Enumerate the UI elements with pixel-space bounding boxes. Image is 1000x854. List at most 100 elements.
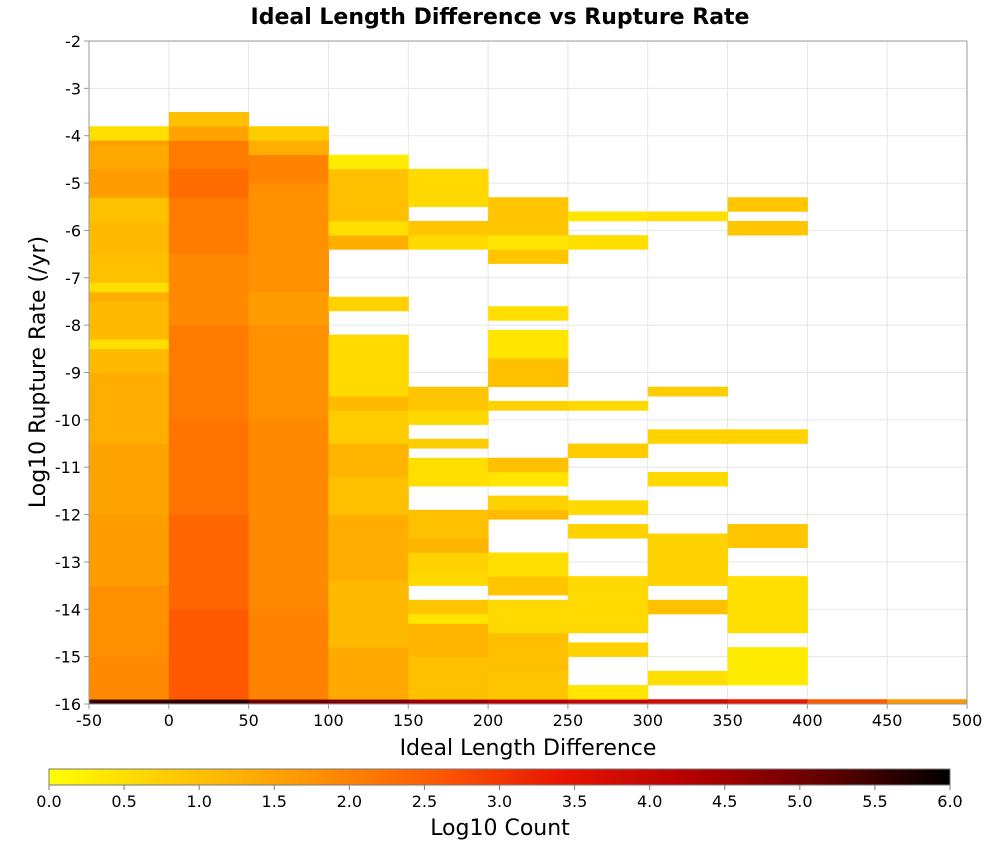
colorbar-tick-label: 2.5 [412,792,437,811]
heatmap-cell [567,576,649,634]
heatmap-cell [89,656,170,700]
heatmap-cell [168,168,250,198]
y-tick-label: -15 [55,648,81,667]
x-tick-label: -50 [76,711,102,730]
x-axis-ticks: -50 0 50 100 150 200 250 300 350 400 450 500 [76,704,982,730]
heatmap-cell [328,514,409,582]
heatmap-cell [248,126,329,141]
heatmap-cell [567,642,649,657]
heatmap-cell [89,140,170,146]
heatmap-cell [567,524,649,539]
heatmap-cell [89,291,170,302]
colorbar-tick-label: 4.0 [637,792,662,811]
heatmap-cell [89,301,170,340]
y-tick-label: -4 [65,127,81,146]
heatmap-cell [408,699,489,705]
heatmap-cell [248,325,329,421]
heatmap-cell [488,358,569,388]
heatmap-cell [89,699,170,705]
heatmap-cell [408,410,489,425]
y-axis-ticks: -2 -3 -4 -5 -6 -7 -8 -9 -10 -11 -12 -13 -14 -15 -16 [55,32,89,714]
heatmap-cell [328,443,409,477]
heatmap-cell [567,235,649,250]
heatmap-cell [488,235,569,250]
heatmap-cell [408,552,489,572]
heatmap-cell [408,571,489,586]
heatmap-cell [408,457,489,487]
heatmap-cell [408,614,489,624]
heatmap-cell [328,410,409,444]
heatmap-cell [168,126,250,141]
heatmap-cell [248,699,329,705]
heatmap-cell [647,386,729,397]
colorbar-tick-label: 6.0 [937,792,962,811]
heatmap-cell [488,495,569,511]
colorbar-tick-label: 5.0 [787,792,812,811]
heatmap-cell [488,509,569,520]
heatmap-cell [647,429,729,444]
y-tick-label: -14 [55,600,81,619]
heatmap-cell [567,699,649,705]
heatmap-cell [168,325,250,421]
heatmap-cell [567,211,649,222]
y-tick-label: -16 [55,695,81,714]
heatmap-cell [408,220,489,236]
heatmap-cell [488,306,569,321]
heatmap-cell [408,168,489,208]
heatmap-cell [408,386,489,411]
heatmap-cell [647,670,729,686]
heatmap-cell [89,348,170,373]
colorbar-label: Log10 Count [430,816,570,841]
heatmap-cell [89,197,170,222]
heatmap-cell [248,154,329,184]
heatmap-cell [168,254,250,326]
heatmap-cell [89,585,170,657]
heatmap-cell [328,699,409,705]
heatmap-cell [328,580,409,648]
heatmap-cell [488,457,569,473]
heatmap-cell [89,282,170,293]
heatmap-cell [647,599,729,615]
heatmap-cell [89,514,170,586]
heatmap-cell [408,509,489,539]
heatmap-cell [488,599,569,634]
y-tick-label: -11 [55,458,81,477]
heatmap-cell [89,339,170,350]
heatmap-cell [328,235,409,250]
colorbar-tick-label: 3.0 [487,792,512,811]
heatmap-cell [328,220,409,236]
heatmap-cell [328,476,409,515]
heatmap-cell [727,524,808,549]
y-tick-label: -12 [55,506,81,525]
heatmap-cell [248,183,329,293]
heatmap-cell [408,438,489,449]
x-tick-label: 200 [473,711,504,730]
heatmap-cell [488,552,569,577]
heatmap-cell [248,291,329,326]
heatmap-cell [488,576,569,596]
colorbar-tick-label: 2.0 [337,792,362,811]
heatmap-cell [807,699,888,705]
colorbar-tick-label: 0.5 [111,792,136,811]
y-tick-label: -10 [55,411,81,430]
heatmap-cell [488,197,569,236]
heatmap-cell [488,329,569,359]
heatmap-cell [248,419,329,610]
heatmap-cell [488,699,569,705]
heatmap-cell [248,609,329,700]
heatmap-cell [328,396,409,411]
heatmap-cell [488,632,569,672]
heatmap-cell [408,599,489,615]
y-tick-label: -13 [55,553,81,572]
heatmap-cell [89,168,170,198]
heatmap-cell [647,699,729,705]
heatmap-cell [168,419,250,515]
y-tick-label: -7 [65,269,81,288]
heatmap-cell [567,685,649,700]
colorbar-tick-label: 1.0 [186,792,211,811]
heatmap-cell [727,647,808,686]
heatmap-cells [89,112,968,705]
heatmap-cell [89,220,170,255]
y-tick-label: -6 [65,221,81,240]
